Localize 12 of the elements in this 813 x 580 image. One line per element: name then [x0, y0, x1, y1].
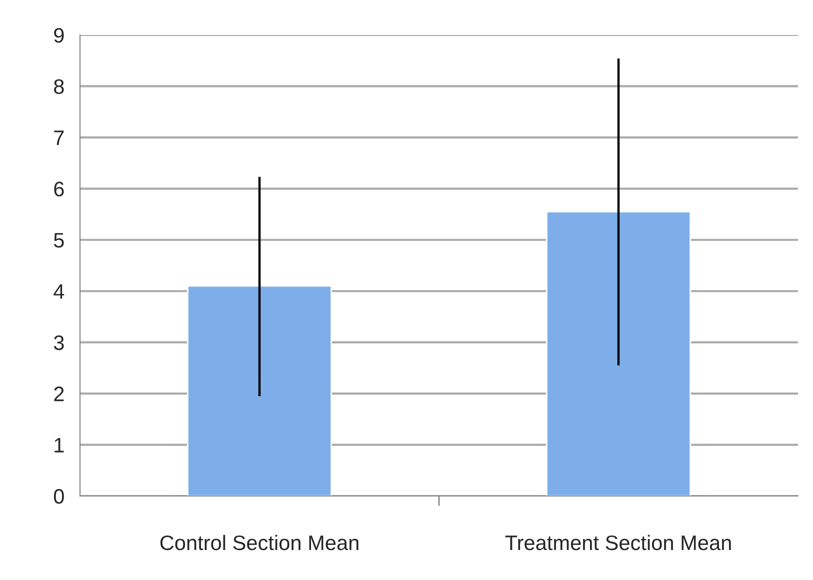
- y-tick-label: 6: [54, 182, 64, 196]
- y-tick-label: 8: [54, 79, 64, 94]
- y-tick-label: 9: [54, 28, 64, 43]
- x-tick-label: Treatment Section Mean: [505, 534, 731, 550]
- y-tick-label: 2: [54, 386, 64, 402]
- y-tick-label: 0: [54, 489, 64, 504]
- x-tick-label: Control Section Mean: [160, 534, 358, 550]
- y-tick-label: 1: [54, 438, 64, 452]
- y-tick-label: 5: [54, 233, 64, 248]
- y-tick-label: 4: [54, 284, 64, 299]
- y-tick-label: 7: [54, 130, 64, 145]
- y-tick-label: 3: [54, 335, 64, 350]
